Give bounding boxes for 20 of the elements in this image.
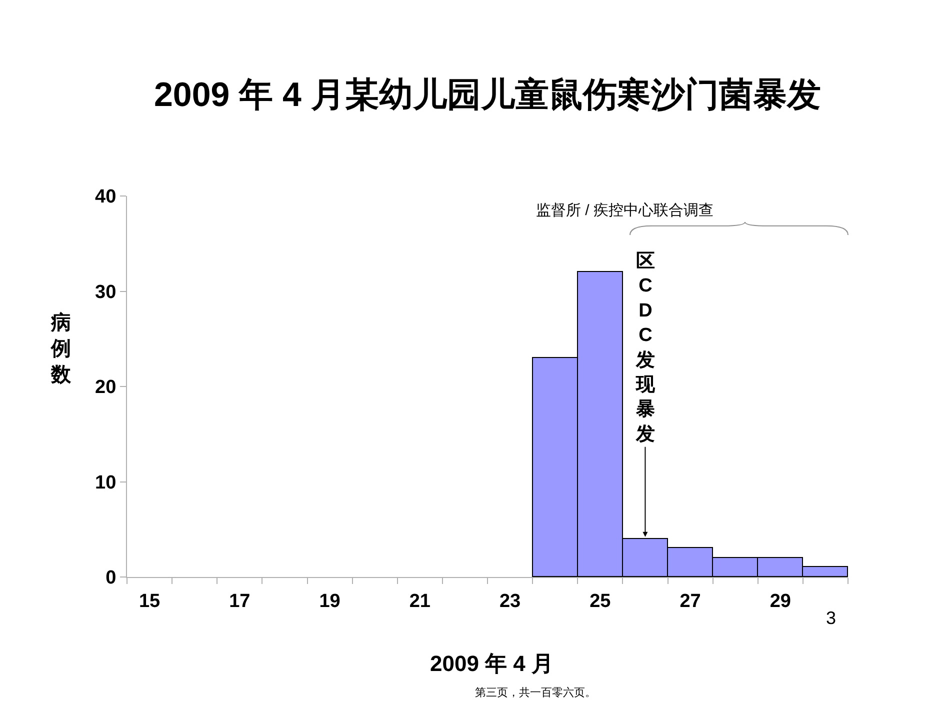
x-axis-title: 2009 年 4 月 — [430, 651, 554, 676]
x-tick-label: 25 — [590, 590, 612, 612]
text: 第三页，共一百零六页。 — [475, 686, 596, 699]
x-tick-label: 23 — [499, 590, 521, 612]
y-tick-label: 20 — [95, 377, 116, 398]
x-tick-label: 19 — [319, 590, 340, 612]
x-tick-label: 17 — [229, 590, 250, 612]
x-tick-label: 27 — [680, 590, 701, 612]
annotation: 监督所 / 疾控中心联合调查 — [536, 202, 714, 219]
chart-title: 2009 年 4 月某幼儿园儿童鼠伤寒沙门菌暴发 — [154, 76, 821, 114]
y-tick-label: 0 — [106, 568, 116, 589]
y-tick-label: 40 — [95, 186, 116, 208]
x-tick-label: 21 — [409, 590, 431, 612]
annotation: 区CDC发现暴发 — [635, 251, 656, 445]
x-tick-label: 29 — [770, 590, 791, 612]
y-axis-title: 病例数 — [50, 311, 72, 386]
y-tick-label: 10 — [95, 472, 116, 494]
y-tick-label: 30 — [95, 282, 116, 303]
text: 3 — [826, 608, 836, 628]
x-tick-label: 15 — [138, 590, 161, 612]
